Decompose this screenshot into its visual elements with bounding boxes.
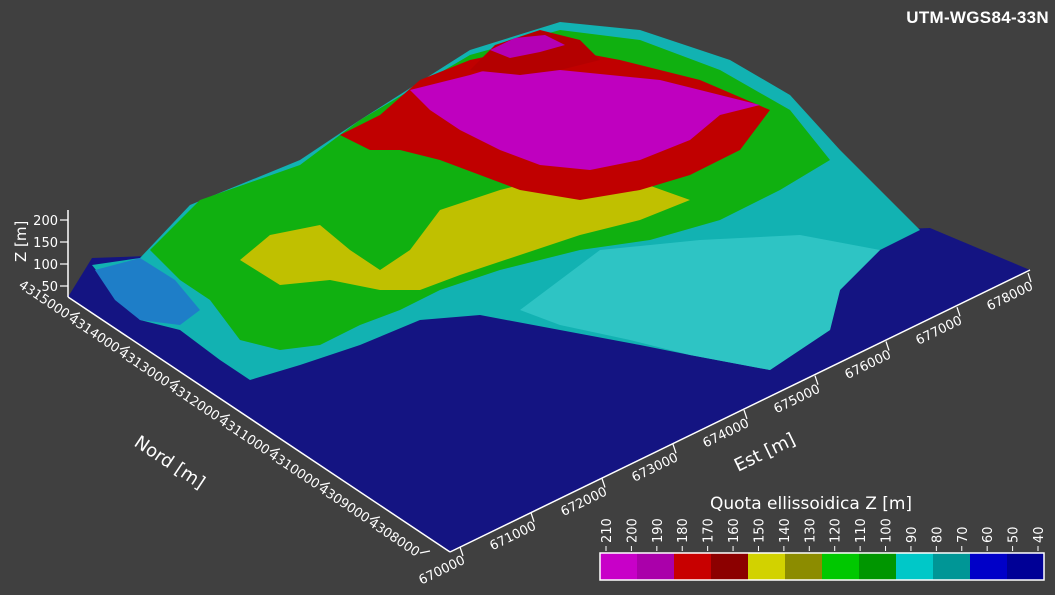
terrain-west-hill: [95, 258, 200, 325]
legend-tick-label: 120: [829, 518, 844, 543]
legend-tick-label: 40: [1032, 526, 1047, 543]
east-axis: [449, 269, 1031, 553]
legend-swatch: [822, 553, 860, 580]
legend-tick-label: 110: [854, 518, 869, 543]
legend-tick-label: 100: [880, 518, 895, 543]
legend-tick-label: 90: [905, 526, 920, 543]
terrain-yellow: [240, 175, 690, 290]
east-tick: [672, 444, 677, 454]
z-tick-label: 100: [33, 258, 58, 273]
z-tick-label: 50: [41, 280, 58, 295]
legend-tick-label: 210: [600, 518, 615, 543]
legend-tick-label: 150: [752, 518, 767, 543]
legend-bar: [599, 552, 1045, 581]
north-tick: [119, 346, 131, 350]
east-tick: [743, 409, 748, 420]
north-tick: [369, 516, 381, 520]
east-tick: [459, 546, 464, 557]
east-tick: [1027, 272, 1032, 283]
z-tick-label: 200: [33, 214, 58, 229]
legend-tick-label: 50: [1007, 526, 1022, 543]
terrain-east-plain: [520, 235, 880, 370]
legend-tick-label: 80: [930, 526, 945, 543]
east-tick: [956, 307, 961, 317]
terrain-peak-magenta: [490, 35, 565, 58]
legend-tick-label: 160: [727, 518, 742, 543]
north-tick: [69, 312, 81, 316]
z-tick-label: 150: [33, 236, 58, 251]
legend-title: Quota ellissoidica Z [m]: [710, 494, 912, 514]
legend-swatch: [785, 553, 823, 580]
legend-swatch: [600, 553, 638, 580]
terrain-magenta: [410, 60, 760, 170]
east-tick: [601, 478, 606, 488]
legend-tick-label: 180: [676, 518, 691, 543]
axis-ticks: [60, 219, 1032, 557]
legend-tick-label: 140: [778, 518, 793, 543]
legend-swatch: [1007, 553, 1045, 580]
legend-tick-label: 190: [651, 518, 666, 543]
legend-swatch: [674, 553, 712, 580]
north-tick: [269, 448, 281, 452]
north-tick: [419, 550, 431, 554]
legend-swatch: [970, 553, 1008, 580]
z-axis-title: Z [m]: [12, 221, 30, 262]
legend-tick-label: 60: [981, 526, 996, 543]
legend-swatch: [933, 553, 971, 580]
legend-tick-label: 200: [625, 518, 640, 543]
east-tick: [885, 341, 890, 351]
east-tick: [814, 375, 819, 385]
legend-tick-label: 70: [956, 526, 971, 543]
legend-swatch: [711, 553, 749, 580]
legend-tick-label: 130: [803, 518, 818, 543]
east-tick: [530, 512, 535, 522]
legend-ticks: 210 200 190 180 170 160 150 140 130 120 110 100 90 80…: [600, 518, 1047, 551]
legend-swatch: [748, 553, 786, 580]
north-tick: [319, 482, 331, 486]
legend-swatch: [637, 553, 675, 580]
legend-tick-label: 170: [702, 518, 717, 543]
legend-swatch: [896, 553, 934, 580]
legend-swatch: [859, 553, 897, 580]
north-tick: [169, 380, 181, 384]
crs-label: UTM-WGS84-33N: [906, 8, 1049, 27]
north-axis: [67, 296, 451, 553]
north-tick: [219, 414, 231, 418]
